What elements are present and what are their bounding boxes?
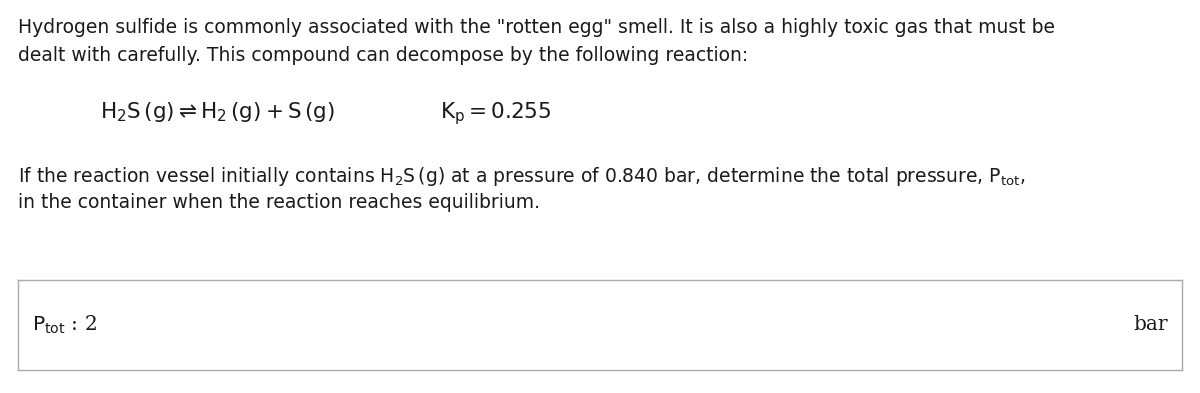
Text: $\mathrm{H_2S\,(g) \rightleftharpoons H_2\,(g) + S\,(g)}$: $\mathrm{H_2S\,(g) \rightleftharpoons H_… [100, 100, 335, 124]
Text: dealt with carefully. This compound can decompose by the following reaction:: dealt with carefully. This compound can … [18, 46, 749, 65]
Text: Hydrogen sulfide is commonly associated with the "rotten egg" smell. It is also : Hydrogen sulfide is commonly associated … [18, 18, 1055, 37]
Text: bar: bar [1134, 316, 1168, 334]
Text: $\mathrm{P_{tot}}$ : 2: $\mathrm{P_{tot}}$ : 2 [32, 314, 97, 336]
Text: $\mathrm{K_p = 0.255}$: $\mathrm{K_p = 0.255}$ [440, 100, 552, 127]
Text: If the reaction vessel initially contains $\mathrm{H_2S\,(g)}$ at a pressure of : If the reaction vessel initially contain… [18, 165, 1025, 188]
Text: in the container when the reaction reaches equilibrium.: in the container when the reaction reach… [18, 193, 540, 212]
